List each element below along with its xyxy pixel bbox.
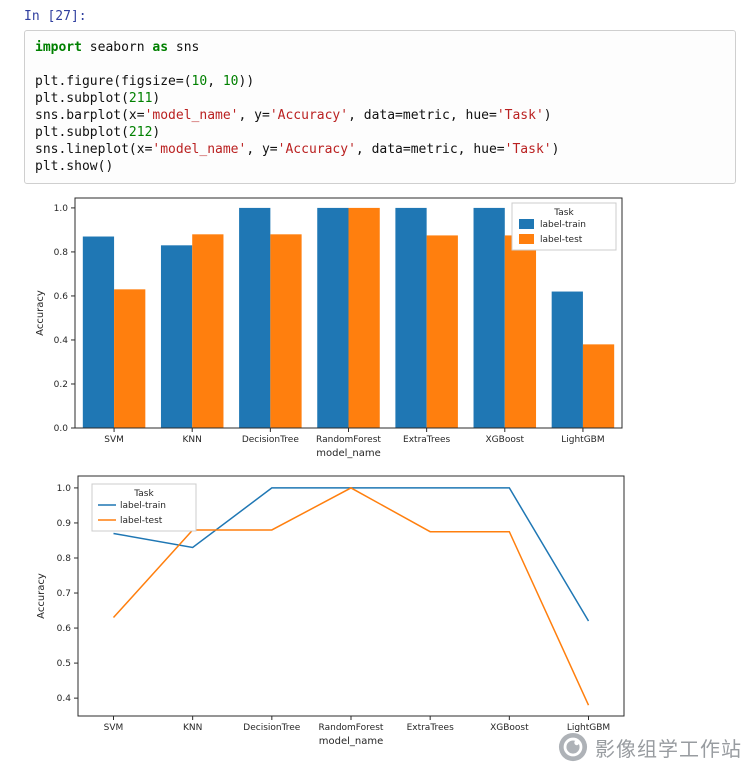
svg-text:Accuracy: Accuracy xyxy=(35,290,46,336)
svg-text:LightGBM: LightGBM xyxy=(561,435,604,445)
svg-text:0.8: 0.8 xyxy=(54,248,69,258)
svg-text:label-test: label-test xyxy=(120,516,163,526)
line-chart: 0.4 0.5 0.6 0.7 0.8 0.9 1.0 SVM KNN DecisionTree R… xyxy=(36,475,625,747)
svg-text:0.5: 0.5 xyxy=(57,659,71,669)
svg-text:model_name: model_name xyxy=(316,448,381,459)
cell-prompt: In [27]: xyxy=(24,9,87,24)
notebook-page: In [27]: import seaborn as sns plt.figur… xyxy=(0,9,756,762)
svg-text:DecisionTree: DecisionTree xyxy=(242,435,300,445)
svg-text:Task: Task xyxy=(133,489,154,499)
svg-text:RandomForest: RandomForest xyxy=(316,435,381,445)
bar-chart: 0.0 0.2 0.4 0.6 0.8 1.0 SVM KNN DecisionTree Rand… xyxy=(35,197,623,459)
svg-text:SVM: SVM xyxy=(104,723,124,733)
svg-text:XGBoost: XGBoost xyxy=(486,435,525,445)
svg-text:0.8: 0.8 xyxy=(57,554,72,564)
watermark: 影像组学工作站 xyxy=(558,732,742,762)
code-text[interactable]: import seaborn as sns plt.figure(figsize… xyxy=(35,40,560,174)
svg-text:SVM: SVM xyxy=(104,435,124,445)
svg-text:Accuracy: Accuracy xyxy=(36,573,47,619)
svg-text:model_name: model_name xyxy=(319,736,384,747)
svg-text:0.6: 0.6 xyxy=(54,292,69,302)
svg-text:0.4: 0.4 xyxy=(54,336,69,346)
svg-text:RandomForest: RandomForest xyxy=(319,723,384,733)
watermark-text: 影像组学工作站 xyxy=(595,736,742,761)
svg-text:0.7: 0.7 xyxy=(57,589,71,599)
svg-text:0.9: 0.9 xyxy=(57,519,72,529)
svg-text:KNN: KNN xyxy=(183,723,202,733)
code-cell-input[interactable]: import seaborn as sns plt.figure(figsize… xyxy=(24,30,736,184)
svg-text:DecisionTree: DecisionTree xyxy=(243,723,301,733)
watermark-logo-icon xyxy=(558,732,588,762)
svg-text:ExtraTrees: ExtraTrees xyxy=(403,435,451,445)
svg-text:label-test: label-test xyxy=(540,235,583,245)
svg-text:XGBoost: XGBoost xyxy=(490,723,529,733)
svg-text:ExtraTrees: ExtraTrees xyxy=(407,723,455,733)
svg-text:LightGBM: LightGBM xyxy=(567,723,610,733)
svg-text:0.6: 0.6 xyxy=(57,624,72,634)
cell-output: 0.0 0.2 0.4 0.6 0.8 1.0 SVM KNN DecisionTree Rand… xyxy=(0,192,756,760)
svg-text:1.0: 1.0 xyxy=(54,204,69,214)
svg-text:0.2: 0.2 xyxy=(54,380,68,390)
svg-text:Task: Task xyxy=(553,208,574,218)
svg-text:0.0: 0.0 xyxy=(54,424,69,434)
svg-text:label-train: label-train xyxy=(120,501,166,511)
svg-text:1.0: 1.0 xyxy=(57,484,72,494)
svg-text:0.4: 0.4 xyxy=(57,694,72,704)
svg-text:label-train: label-train xyxy=(540,220,586,230)
svg-text:KNN: KNN xyxy=(183,435,202,445)
